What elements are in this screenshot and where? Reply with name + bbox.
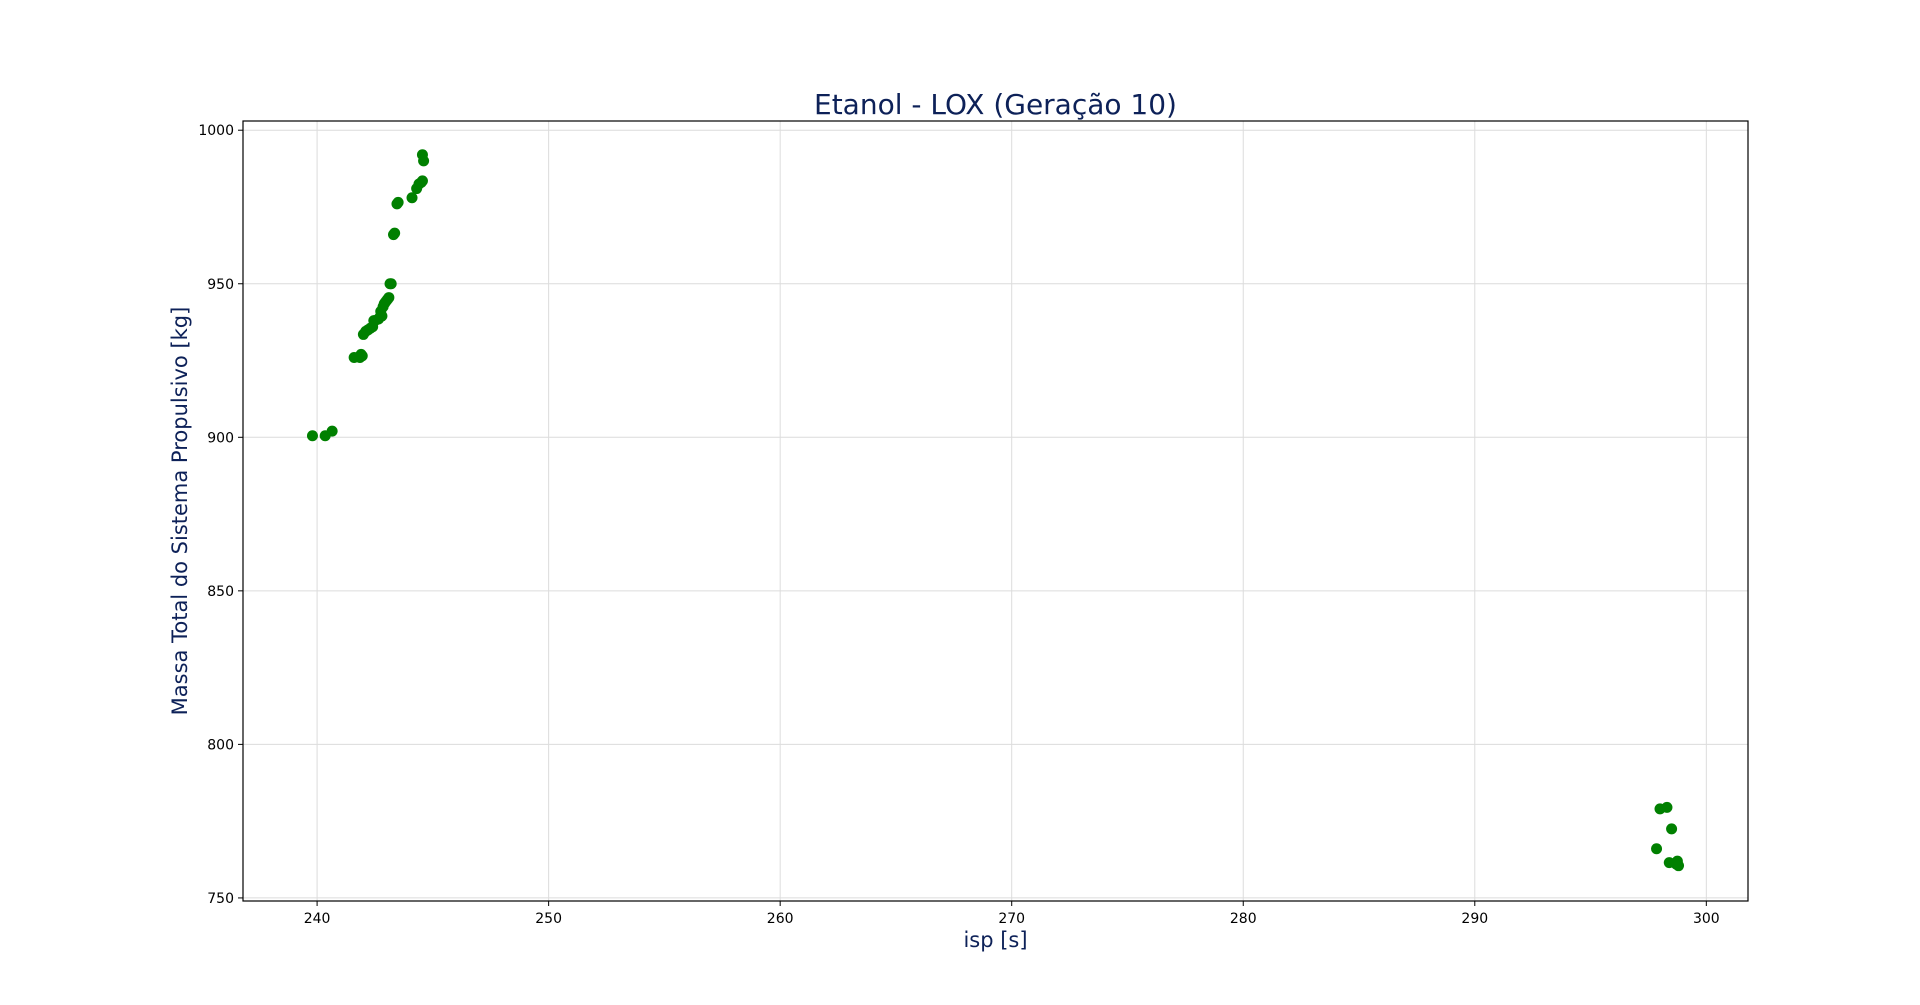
y-axis-title: Massa Total do Sistema Propulsivo [kg] xyxy=(168,307,192,716)
scatter-point xyxy=(1661,801,1673,813)
scatter-point xyxy=(416,149,428,161)
y-tick-label: 900 xyxy=(207,430,234,446)
scatter-point xyxy=(389,227,401,239)
scatter-point xyxy=(406,192,418,204)
x-tick-label: 290 xyxy=(1461,911,1488,927)
scatter-point xyxy=(326,425,338,437)
scatter-point xyxy=(1666,823,1678,835)
y-tick-label: 950 xyxy=(207,277,234,293)
x-tick-label: 240 xyxy=(304,911,331,927)
x-axis-title: isp [s] xyxy=(963,928,1027,952)
x-tick-label: 270 xyxy=(998,911,1025,927)
scatter-point xyxy=(385,278,397,290)
scatter-point xyxy=(383,292,395,304)
scatter-point xyxy=(1673,860,1685,872)
scatter-point xyxy=(306,430,318,442)
y-tick-label: 850 xyxy=(207,584,234,600)
scatter-point xyxy=(416,175,428,187)
y-tick-label: 800 xyxy=(207,737,234,753)
y-tick-label: 1000 xyxy=(198,123,234,139)
x-axis-ticks: 240 250 260 270 280 290 300 xyxy=(304,901,1720,927)
scatter-point xyxy=(392,196,404,208)
plot-frame xyxy=(242,120,1749,902)
data-points xyxy=(306,149,1685,872)
x-tick-label: 300 xyxy=(1693,911,1720,927)
x-tick-label: 250 xyxy=(535,911,562,927)
y-tick-label: 750 xyxy=(207,891,234,907)
y-axis-ticks: 750 800 850 900 950 1000 xyxy=(198,123,243,907)
chart-title: Etanol - LOX (Geração 10) xyxy=(814,88,1177,121)
scatter-point xyxy=(1651,843,1663,855)
grid-lines xyxy=(243,121,1748,901)
x-tick-label: 280 xyxy=(1230,911,1257,927)
scatter-point xyxy=(355,348,367,360)
x-tick-label: 260 xyxy=(767,911,794,927)
